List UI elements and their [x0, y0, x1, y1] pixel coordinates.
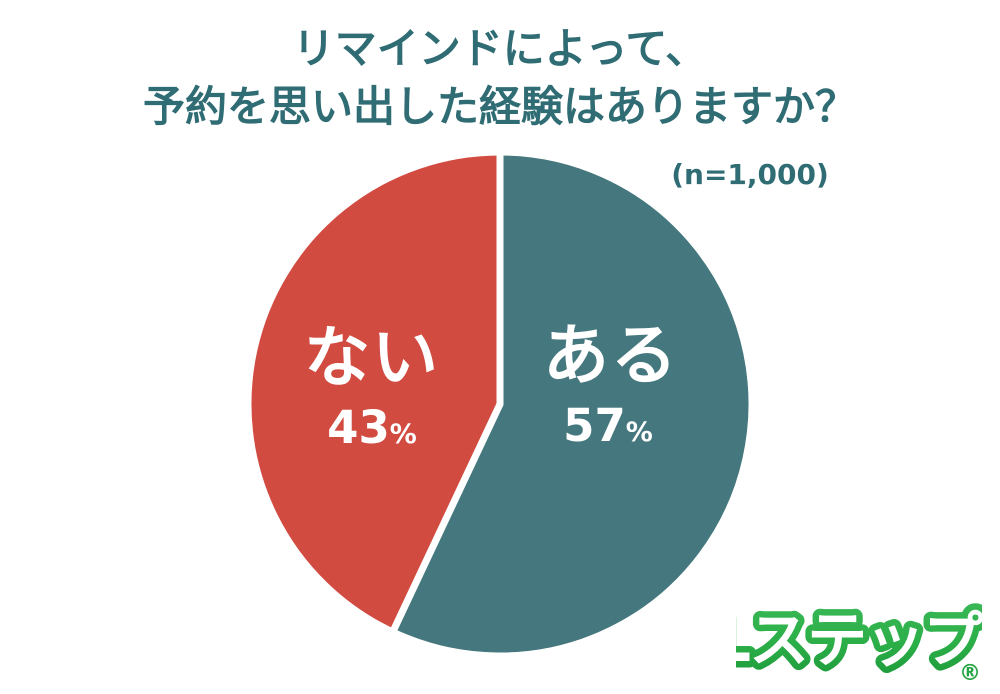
sample-size-label: (n=1,000) — [671, 158, 829, 191]
lstep-logo: Lステップ ® — [736, 600, 982, 687]
slice-percent-aru: 57% — [537, 403, 679, 455]
chart-title-line1: リマインドによって、 — [292, 24, 708, 73]
pie-chart — [244, 148, 756, 660]
lstep-logo-text: Lステップ — [736, 606, 982, 676]
slice-label-aru: ある 57% — [543, 323, 679, 455]
chart-title: リマインドによって、 予約を思い出した経験はありますか？ — [0, 20, 1000, 136]
pie-slice-aru — [388, 148, 756, 660]
slice-label-nai: ない 43% — [304, 325, 440, 457]
slice-name-nai: ない — [304, 319, 440, 396]
chart-title-line2: 予約を思い出した経験はありますか？ — [142, 82, 857, 131]
pie-slice-nai — [244, 148, 504, 637]
slice-percent-value-aru: 57 — [563, 399, 626, 452]
pie-chart-area: ある 57% ない 43% — [242, 146, 758, 662]
slice-percent-unit-nai: % — [389, 419, 417, 450]
slice-percent-unit-aru: % — [625, 417, 653, 448]
slice-percent-value-nai: 43 — [327, 401, 390, 454]
slice-percent-nai: 43% — [304, 405, 440, 457]
registered-trademark-icon: ® — [959, 661, 981, 686]
slice-name-aru: ある — [543, 317, 679, 394]
